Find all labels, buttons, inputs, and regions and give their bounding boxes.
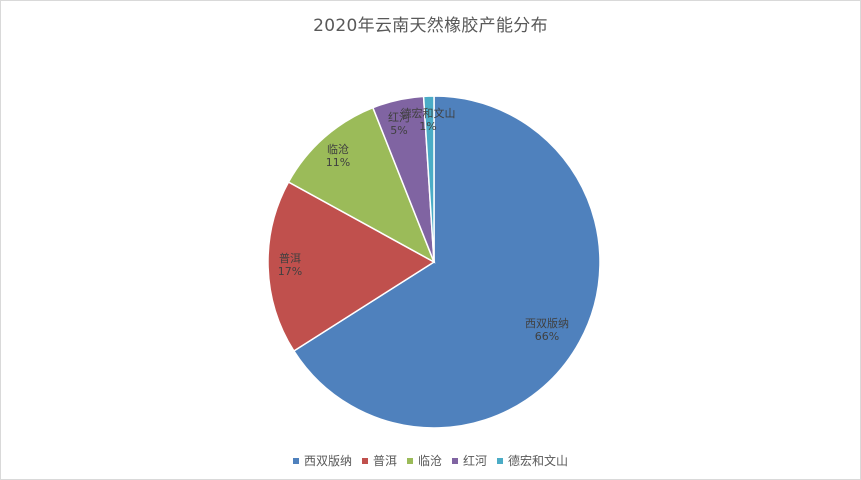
- legend-label: 普洱: [372, 454, 397, 468]
- legend-item: 西双版纳: [292, 452, 352, 469]
- slice-name-label: 临沧: [327, 142, 349, 156]
- legend-label: 临沧: [417, 454, 442, 468]
- slice-percent-label: 17%: [278, 265, 302, 278]
- legend-swatch: [361, 457, 368, 464]
- pie-slice-3: [287, 106, 436, 264]
- legend-label: 红河: [463, 454, 488, 468]
- slice-name-label: 西双版纳: [525, 316, 569, 330]
- slice-name-label: 普洱: [279, 251, 301, 265]
- legend-item: 临沧: [406, 452, 442, 469]
- legend-item: 普洱: [361, 452, 397, 469]
- pie-slice-1: [292, 95, 601, 429]
- slice-name-label: 德宏和文山: [401, 106, 456, 120]
- slice-percent-label: 1%: [419, 120, 436, 133]
- legend-swatch: [406, 457, 413, 464]
- legend-swatch: [497, 457, 504, 464]
- slice-percent-label: 5%: [390, 124, 407, 137]
- chart-title: 2020年云南天然橡胶产能分布: [313, 16, 548, 36]
- slice-name-label: 红河: [388, 111, 410, 124]
- slice-percent-label: 66%: [535, 330, 559, 343]
- pie-slice-5: [422, 95, 435, 263]
- legend: 西双版纳 普洱 临沧 红河 德宏和文山: [0, 452, 861, 469]
- legend-swatch: [452, 457, 458, 464]
- legend-item: 红河: [452, 452, 487, 469]
- legend-label: 德宏和文山: [508, 454, 569, 468]
- pie-slice-2: [267, 181, 436, 352]
- legend-item: 德宏和文山: [497, 452, 568, 469]
- slice-percent-label: 11%: [326, 156, 350, 169]
- legend-swatch: [292, 457, 299, 464]
- legend-label: 西双版纳: [303, 454, 352, 468]
